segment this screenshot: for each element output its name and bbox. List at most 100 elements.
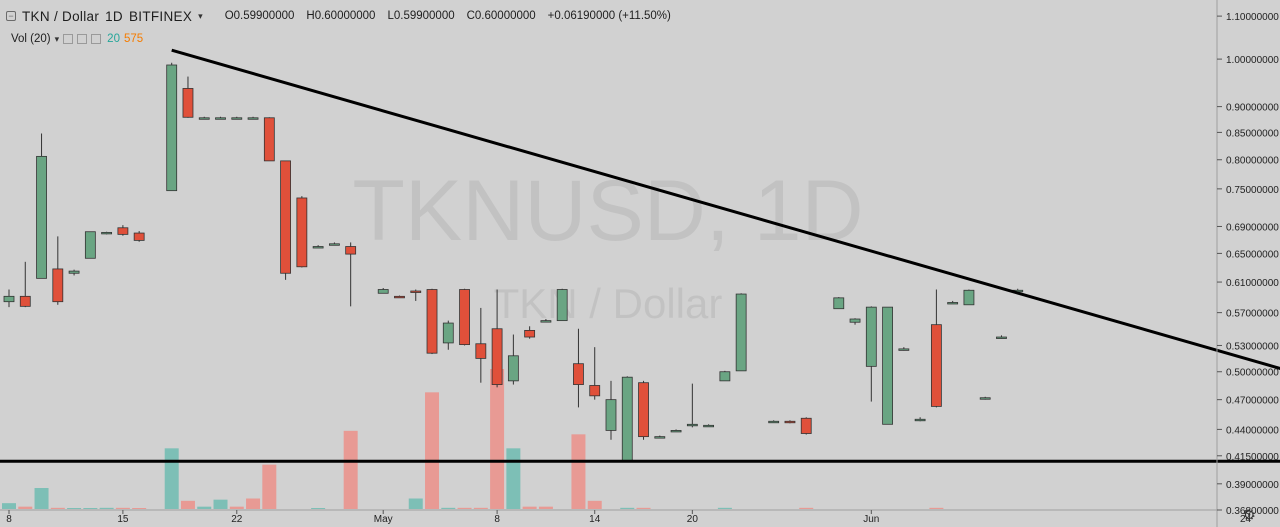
- y-tick-label: 0.47000000: [1226, 396, 1279, 407]
- volume-bar: [132, 508, 147, 509]
- volume-bar: [473, 507, 488, 509]
- candle-body: [914, 418, 926, 422]
- volume-bar: [50, 507, 65, 509]
- candle-body: [621, 376, 633, 462]
- volume-bar: [164, 448, 179, 509]
- ohlc-values: O0.59900000 H0.60000000 L0.59900000 C0.6…: [225, 10, 671, 22]
- y-tick-label: 0.80000000: [1226, 156, 1279, 167]
- chevron-down-icon[interactable]: ▾: [198, 10, 203, 21]
- candle-body: [703, 424, 715, 428]
- volume-label[interactable]: Vol (20): [11, 33, 51, 45]
- volume-bar: [262, 464, 277, 509]
- volume-bar: [115, 507, 130, 509]
- candle-body: [198, 117, 210, 120]
- candle-body: [638, 382, 649, 438]
- volume-bar: [246, 498, 261, 509]
- x-tick-label: 15: [117, 514, 129, 525]
- volume-bar: [538, 506, 553, 509]
- close-icon[interactable]: [91, 34, 102, 44]
- x-tick-label: 8: [494, 514, 500, 525]
- y-tick-label: 0.44000000: [1226, 425, 1279, 436]
- volume-bar: [408, 498, 423, 509]
- volume-bar: [34, 488, 49, 509]
- candle-body: [719, 371, 731, 382]
- x-tick-label: 22: [231, 514, 243, 525]
- y-tick-label: 1.10000000: [1226, 12, 1279, 23]
- gear-icon[interactable]: ⚙: [1242, 507, 1256, 524]
- candle-body: [166, 64, 178, 192]
- candle-body: [459, 289, 470, 346]
- candle-body: [589, 385, 601, 397]
- eye-icon[interactable]: [63, 34, 74, 44]
- volume-bar: [2, 503, 16, 509]
- volume-bar: [717, 507, 732, 509]
- candle-body: [898, 348, 910, 351]
- volume-bar: [343, 430, 358, 509]
- candle-body: [930, 324, 942, 407]
- chart-header: − TKN / Dollar 1D BITFINEX ▾ O0.59900000…: [6, 6, 671, 26]
- square-minus-icon[interactable]: −: [6, 11, 16, 21]
- candle-body: [36, 155, 47, 279]
- y-tick-label: 0.36800000: [1226, 506, 1279, 517]
- y-tick-label: 0.41500000: [1226, 452, 1279, 463]
- interval-label[interactable]: 1D: [105, 8, 123, 24]
- symbol-label[interactable]: TKN / Dollar: [22, 8, 100, 24]
- watermark-description: TKN / Dollar: [494, 280, 723, 327]
- candle-body: [996, 336, 1007, 339]
- volume-bar: [522, 506, 537, 509]
- volume-indicator-legend[interactable]: Vol (20) ▾ 20 575: [11, 31, 143, 47]
- y-tick-label: 0.50000000: [1226, 368, 1279, 379]
- candle-body: [686, 423, 698, 427]
- candle-body: [19, 295, 31, 307]
- settings-icon[interactable]: [77, 34, 88, 44]
- candle-body: [442, 322, 454, 344]
- x-tick-label: 24: [1240, 514, 1252, 525]
- descending-trendline: [171, 48, 1280, 370]
- candle-body: [394, 295, 405, 299]
- open-value: O0.59900000: [224, 10, 295, 22]
- x-tick-label: 8: [6, 514, 12, 525]
- watermark-symbol: TKNUSD, 1D: [352, 163, 863, 259]
- volume-bar: [99, 507, 114, 509]
- volume-bar: [18, 506, 33, 509]
- candle-body: [654, 436, 666, 439]
- y-tick-label: 0.57000000: [1226, 309, 1279, 320]
- x-tick-label: Jun: [863, 514, 879, 525]
- volume-bar: [506, 448, 521, 509]
- exchange-label[interactable]: BITFINEX: [128, 8, 193, 24]
- candle-body: [182, 88, 194, 118]
- volume-bar: [620, 507, 635, 509]
- y-tick-label: 0.61000000: [1226, 278, 1279, 289]
- high-value: H0.60000000: [306, 10, 376, 22]
- candle-body: [117, 227, 129, 235]
- candle-body: [475, 343, 487, 359]
- candle-body: [426, 289, 438, 354]
- candle-body: [784, 420, 796, 424]
- low-value: L0.59900000: [387, 10, 455, 22]
- candle-body: [849, 318, 861, 323]
- candle-body: [507, 355, 519, 382]
- y-tick-label: 0.69000000: [1226, 222, 1279, 233]
- chevron-down-icon[interactable]: ▾: [54, 33, 60, 44]
- y-tick-label: 0.65000000: [1226, 249, 1279, 260]
- candle-body: [263, 117, 275, 162]
- x-tick-label: 20: [687, 514, 699, 525]
- candle-body: [345, 246, 357, 255]
- candle-body: [410, 290, 422, 293]
- y-tick-label: 0.39000000: [1226, 480, 1279, 491]
- candle-body: [882, 306, 893, 425]
- candle-body: [328, 243, 340, 246]
- y-tick-label: 0.53000000: [1226, 341, 1279, 352]
- candle-body: [215, 117, 226, 120]
- x-tick-label: May: [374, 514, 393, 525]
- candle-body: [833, 297, 845, 310]
- candle-body: [947, 302, 959, 305]
- candle-body: [84, 231, 96, 259]
- volume-bar: [425, 392, 440, 509]
- volume-bar: [197, 506, 212, 509]
- candle-body: [573, 363, 584, 385]
- volume-bar: [213, 499, 228, 509]
- y-tick-label: 1.00000000: [1226, 55, 1279, 66]
- candle-body: [800, 417, 812, 434]
